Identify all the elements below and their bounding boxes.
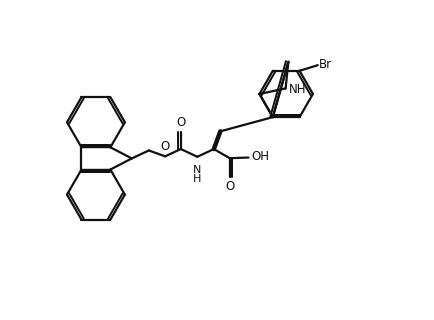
- Text: O: O: [161, 140, 170, 153]
- Text: N
H: N H: [193, 165, 201, 184]
- Text: NH: NH: [289, 84, 307, 97]
- Text: OH: OH: [251, 150, 269, 163]
- Text: O: O: [225, 180, 234, 193]
- Text: O: O: [176, 116, 185, 129]
- Text: Br: Br: [319, 58, 332, 71]
